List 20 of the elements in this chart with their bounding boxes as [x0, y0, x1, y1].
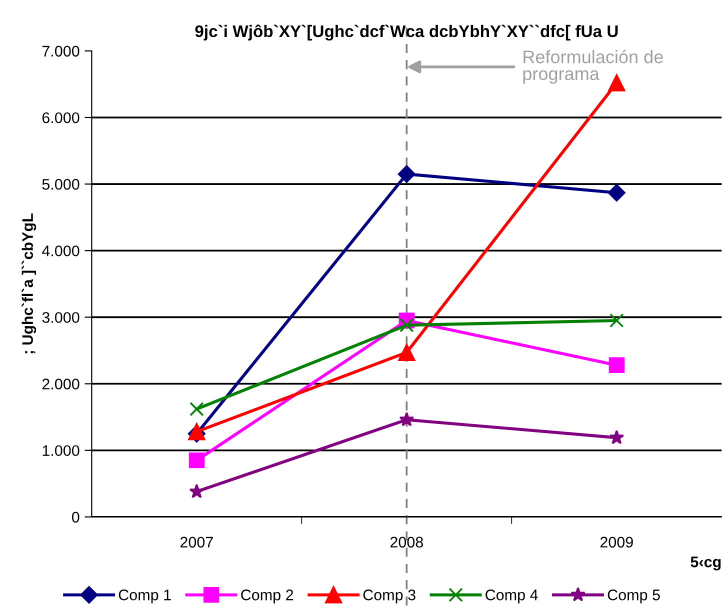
y-axis-title: ; Ughc`fl`a ]``cbYgL: [22, 214, 36, 354]
y-tick-label: 1.000: [42, 445, 80, 456]
legend-label: Comp 3: [363, 590, 416, 604]
legend-label: Comp 4: [486, 590, 538, 604]
annotation: Reformulación de programa: [523, 50, 663, 84]
x-tick-label: 2008: [390, 536, 423, 548]
y-tick-label: 3.000: [42, 312, 80, 323]
y-tick-label: 2.000: [42, 378, 80, 390]
x-axis-title: 5‹cg: [690, 556, 721, 570]
y-tick-label: 6.000: [42, 112, 80, 124]
legend-label: Comp 1: [118, 590, 171, 604]
y-tick-label: 7.000: [42, 46, 80, 57]
legend-label: Comp 5: [608, 590, 660, 604]
legend-label: Comp 2: [241, 590, 294, 604]
chart-title: 9jc`i Wjôb`XY`[Ughc`dcf`Wca dcbYbhY`XY``dfc[ fUa U: [195, 24, 618, 41]
x-tick-label: 2007: [180, 536, 213, 548]
x-tick-label: 2009: [600, 536, 633, 548]
y-tick-label: 0: [72, 512, 80, 523]
y-tick-label: 5.000: [42, 178, 80, 190]
y-tick-label: 4.000: [42, 245, 80, 256]
